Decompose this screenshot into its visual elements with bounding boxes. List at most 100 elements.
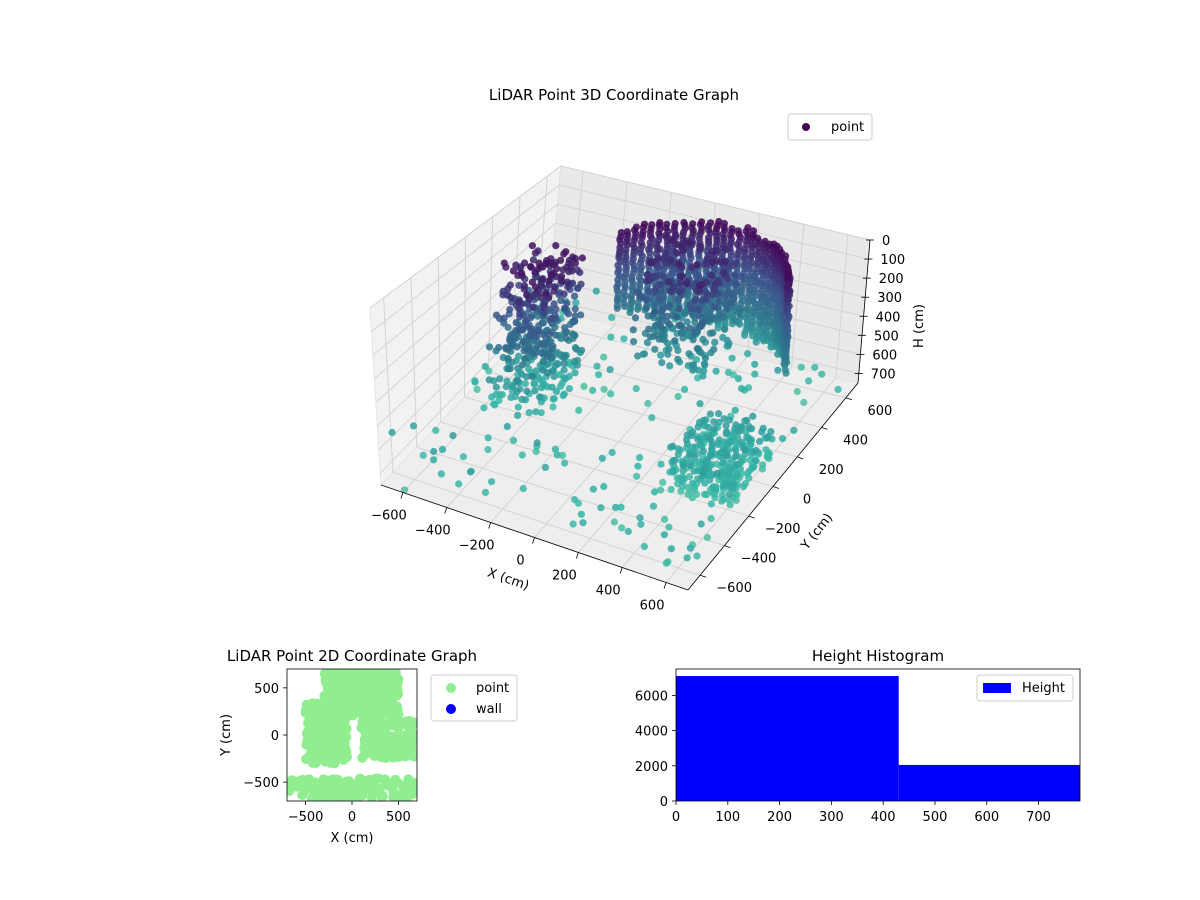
point-2d xyxy=(389,678,400,689)
point-3d xyxy=(726,231,735,239)
point-2d xyxy=(329,678,340,689)
point-3d xyxy=(614,280,622,288)
point-2d xyxy=(402,731,413,742)
point-3d xyxy=(503,422,511,431)
grid-line-y xyxy=(535,176,846,399)
x-tick-label-3d: −600 xyxy=(371,509,407,524)
point-3d xyxy=(531,249,540,257)
point-2d xyxy=(372,747,383,758)
point-3d xyxy=(781,351,789,360)
point-3d xyxy=(656,280,665,288)
legend-3d-frame xyxy=(787,113,873,141)
ticks-3d: −600−400−2000200400600−600−400−200020040… xyxy=(371,234,905,614)
z-axis-3d-line xyxy=(857,239,871,384)
point-3d xyxy=(784,273,792,281)
point-2d xyxy=(386,689,397,700)
point-2d xyxy=(404,788,415,799)
point-3d xyxy=(687,305,695,313)
point-3d xyxy=(471,378,479,386)
x-tick-3d xyxy=(663,582,667,589)
point-3d xyxy=(592,287,600,295)
point-3d xyxy=(620,335,628,343)
point-3d xyxy=(502,383,510,391)
point-3d xyxy=(538,276,546,284)
point-3d xyxy=(649,502,658,510)
point-3d xyxy=(593,362,601,370)
x-tick-3d xyxy=(444,507,448,514)
point-3d xyxy=(685,350,693,358)
point-3d xyxy=(701,361,709,369)
point-3d xyxy=(749,412,757,420)
point-3d xyxy=(730,463,738,471)
x-tick-label-hist: 100 xyxy=(715,810,740,825)
point-3d xyxy=(558,277,566,285)
point-2d xyxy=(393,752,404,762)
grid-line-z xyxy=(369,165,871,309)
point-3d xyxy=(529,303,537,311)
point-3d xyxy=(653,240,661,248)
point-3d xyxy=(509,436,518,444)
point-3d xyxy=(537,384,546,392)
point-3d xyxy=(745,283,753,291)
point-3d xyxy=(679,478,687,486)
y-tick-label-3d: −400 xyxy=(741,552,777,567)
point-3d xyxy=(628,258,636,266)
point-3d xyxy=(709,291,717,299)
point-3d xyxy=(513,387,521,396)
point-3d xyxy=(560,290,568,298)
x-tick-3d xyxy=(575,552,579,559)
point-3d xyxy=(525,365,533,373)
point-2d xyxy=(350,787,361,798)
point-3d xyxy=(660,255,669,263)
point-3d xyxy=(651,322,660,330)
point-3d xyxy=(617,503,625,511)
point-3d xyxy=(742,428,750,436)
y-tick-label-hist: 2000 xyxy=(635,760,668,775)
legend-2d-marker-point xyxy=(446,683,456,693)
point-3d xyxy=(691,297,699,305)
point-2d xyxy=(388,792,399,801)
point-3d xyxy=(514,411,522,419)
point-3d xyxy=(577,510,586,518)
point-3d xyxy=(578,254,587,262)
point-3d xyxy=(752,338,760,346)
x-tick-label-hist: 400 xyxy=(871,810,896,825)
point-3d xyxy=(521,259,529,267)
point-2d xyxy=(384,718,395,729)
point-2d xyxy=(375,674,386,685)
point-3d xyxy=(623,228,631,236)
point-3d xyxy=(524,323,532,331)
point-3d xyxy=(646,232,655,240)
point-3d xyxy=(518,269,526,277)
point-3d xyxy=(518,395,526,403)
point-3d xyxy=(635,274,643,282)
point-3d xyxy=(636,280,644,288)
point-3d xyxy=(648,414,656,422)
point-3d xyxy=(714,324,722,332)
point-3d xyxy=(732,446,740,454)
point-2d xyxy=(324,711,335,722)
point-3d xyxy=(519,338,528,346)
point-3d xyxy=(756,437,764,445)
point-3d xyxy=(711,425,719,433)
point-3d xyxy=(723,305,731,313)
point-3d xyxy=(636,249,644,257)
point-3d xyxy=(664,350,672,358)
point-3d xyxy=(763,258,771,266)
z-tick-label-3d: 400 xyxy=(876,310,901,325)
point-3d xyxy=(549,395,557,403)
y-tick-label-hist: 6000 xyxy=(635,689,668,704)
point-3d xyxy=(515,297,524,306)
point-3d xyxy=(542,289,550,297)
x-tick-3d xyxy=(532,537,535,544)
point-3d xyxy=(675,288,683,296)
point-3d xyxy=(575,406,583,414)
point-3d xyxy=(449,432,457,440)
point-3d xyxy=(690,467,698,475)
point-3d xyxy=(677,272,685,280)
point-3d xyxy=(657,460,665,468)
point-3d xyxy=(741,245,749,253)
z-tick-label-3d: 100 xyxy=(880,253,905,268)
point-2d xyxy=(355,707,365,718)
